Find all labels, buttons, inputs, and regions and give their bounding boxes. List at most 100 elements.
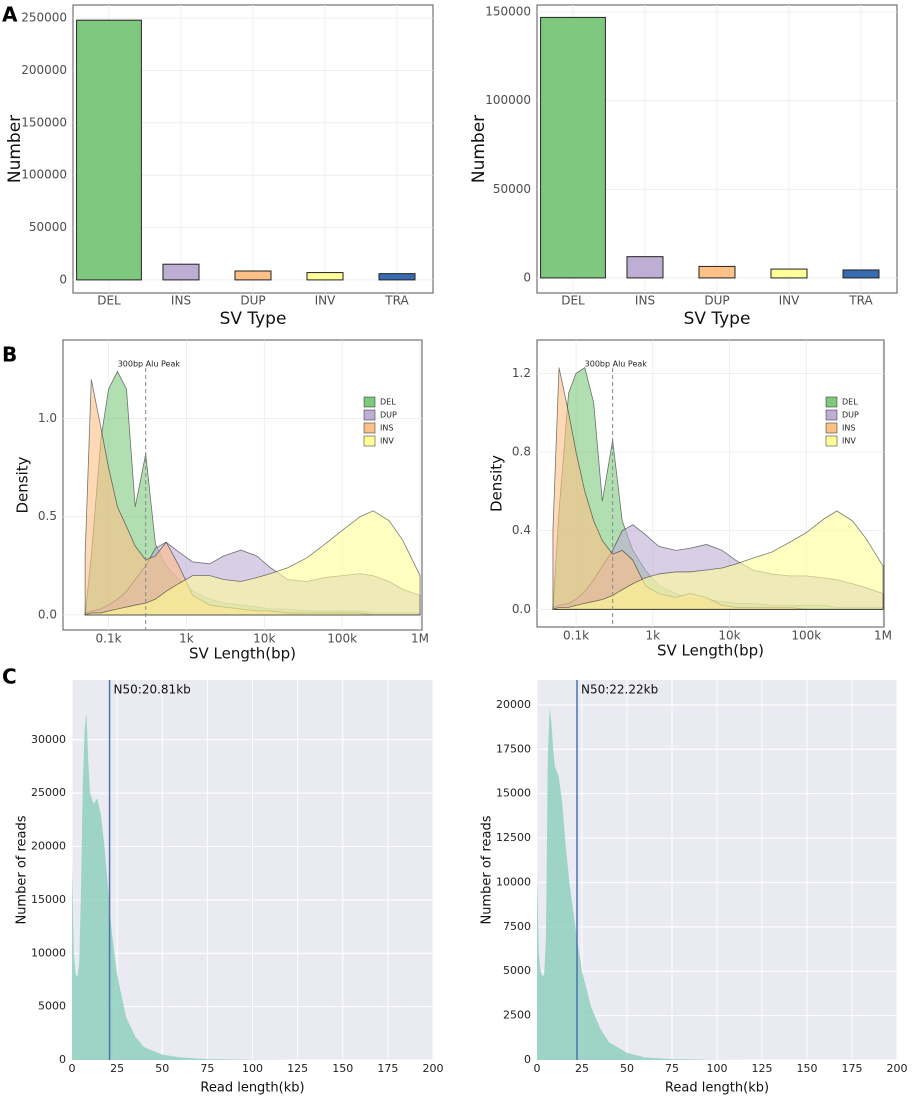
x-tick-label: 150 bbox=[797, 1062, 818, 1075]
histogram-area bbox=[72, 713, 433, 1060]
y-tick-label: 0 bbox=[524, 1053, 531, 1066]
y-tick-label: 100000 bbox=[21, 168, 67, 182]
x-tick-label: 0 bbox=[69, 1062, 76, 1075]
bar bbox=[770, 268, 808, 279]
x-axis-title: Read length(kb) bbox=[200, 1081, 304, 1096]
x-tick-label: 75 bbox=[200, 1062, 214, 1075]
x-tick-label: 75 bbox=[665, 1062, 679, 1075]
x-tick-label: DUP bbox=[704, 294, 729, 308]
x-tick-label: INV bbox=[779, 294, 801, 308]
legend-label: INS bbox=[842, 424, 855, 433]
y-tick-label: 0.0 bbox=[38, 607, 57, 621]
legend-swatch bbox=[825, 409, 838, 421]
legend-swatch bbox=[825, 422, 838, 434]
y-tick-label: 10000 bbox=[31, 946, 66, 959]
y-tick-label: 150000 bbox=[485, 5, 531, 19]
x-tick-label: 100 bbox=[242, 1062, 263, 1075]
y-tick-label: 12500 bbox=[496, 831, 531, 844]
y-tick-label: 1.2 bbox=[512, 366, 531, 380]
legend-swatch bbox=[363, 435, 376, 447]
x-tick-label: INS bbox=[635, 294, 655, 308]
panel-label: A bbox=[2, 3, 18, 27]
legend-swatch bbox=[363, 396, 376, 408]
y-tick-label: 10000 bbox=[496, 875, 531, 888]
y-axis-title: Number of reads bbox=[15, 815, 30, 924]
x-tick-label: 0.1k bbox=[96, 632, 122, 646]
bar bbox=[842, 269, 880, 279]
y-tick-label: 20000 bbox=[496, 698, 531, 711]
x-tick-label: 50 bbox=[155, 1062, 169, 1075]
x-tick-label: 10k bbox=[718, 629, 740, 643]
y-tick-label: 15000 bbox=[496, 787, 531, 800]
bar bbox=[626, 256, 664, 279]
x-tick-label: 125 bbox=[287, 1062, 308, 1075]
y-axis-title: Number bbox=[5, 115, 25, 183]
x-tick-label: 100k bbox=[791, 629, 821, 643]
bar bbox=[540, 16, 606, 279]
x-tick-label: 0 bbox=[534, 1062, 541, 1075]
x-tick-label: INS bbox=[171, 294, 191, 308]
x-tick-label: 200 bbox=[423, 1062, 444, 1075]
x-tick-label: 200 bbox=[887, 1062, 908, 1075]
x-tick-label: 1k bbox=[645, 629, 660, 643]
y-tick-label: 1.0 bbox=[38, 411, 57, 425]
y-tick-label: 5000 bbox=[38, 1000, 66, 1013]
annotation: 300bp Alu Peak bbox=[118, 360, 181, 369]
x-tick-label: DEL bbox=[97, 294, 121, 308]
y-tick-label: 17500 bbox=[496, 742, 531, 755]
y-tick-label: 2500 bbox=[503, 1009, 531, 1022]
panel-label: C bbox=[2, 665, 17, 689]
y-tick-label: 20000 bbox=[31, 840, 66, 853]
legend-label: DEL bbox=[380, 398, 396, 407]
annotation: N50:20.81kb bbox=[114, 683, 191, 697]
x-tick-label: 175 bbox=[842, 1062, 863, 1075]
x-tick-label: 25 bbox=[575, 1062, 589, 1075]
x-tick-label: 10k bbox=[253, 632, 275, 646]
annotation: N50:22.22kb bbox=[581, 683, 658, 697]
x-tick-label: DEL bbox=[561, 294, 585, 308]
panel-label: B bbox=[2, 343, 17, 367]
x-tick-label: 150 bbox=[332, 1062, 353, 1075]
bar bbox=[234, 270, 272, 281]
y-tick-label: 25000 bbox=[31, 786, 66, 799]
legend-label: INV bbox=[380, 437, 394, 446]
bar bbox=[378, 273, 416, 281]
bar bbox=[162, 263, 200, 281]
bar bbox=[306, 272, 344, 281]
x-tick-label: TRA bbox=[384, 294, 409, 308]
density-area bbox=[552, 510, 884, 610]
annotation: 300bp Alu Peak bbox=[585, 360, 648, 369]
x-tick-label: 50 bbox=[620, 1062, 634, 1075]
x-tick-label: DUP bbox=[240, 294, 265, 308]
y-tick-label: 0.5 bbox=[38, 509, 57, 523]
x-tick-label: TRA bbox=[848, 294, 873, 308]
y-axis-title: Density bbox=[488, 455, 506, 512]
y-tick-label: 250000 bbox=[21, 11, 67, 25]
y-tick-label: 0.4 bbox=[512, 523, 531, 537]
density-area bbox=[84, 510, 421, 616]
y-tick-label: 0.0 bbox=[512, 602, 531, 616]
histogram-area bbox=[537, 708, 897, 1060]
x-tick-label: 1k bbox=[179, 632, 194, 646]
x-axis-title: SV Length(bp) bbox=[657, 642, 764, 660]
legend-swatch bbox=[825, 435, 838, 447]
x-tick-label: INV bbox=[315, 294, 337, 308]
x-axis-title: SV Type bbox=[684, 309, 751, 329]
bar bbox=[76, 19, 142, 281]
y-tick-label: 200000 bbox=[21, 63, 67, 77]
y-tick-label: 100000 bbox=[485, 93, 531, 107]
x-tick-label: 125 bbox=[752, 1062, 773, 1075]
y-tick-label: 0 bbox=[59, 1053, 66, 1066]
legend-label: DUP bbox=[842, 411, 859, 420]
x-axis-title: SV Length(bp) bbox=[189, 645, 296, 663]
legend-label: INV bbox=[842, 437, 856, 446]
x-tick-label: 1M bbox=[874, 629, 892, 643]
y-axis-title: Number bbox=[469, 115, 489, 183]
x-axis-title: Read length(kb) bbox=[665, 1081, 769, 1096]
x-tick-label: 1M bbox=[411, 632, 429, 646]
y-axis-title: Density bbox=[14, 456, 32, 513]
x-axis-title: SV Type bbox=[220, 309, 287, 329]
y-tick-label: 50000 bbox=[493, 182, 531, 196]
x-tick-label: 100k bbox=[327, 632, 357, 646]
legend-swatch bbox=[363, 409, 376, 421]
